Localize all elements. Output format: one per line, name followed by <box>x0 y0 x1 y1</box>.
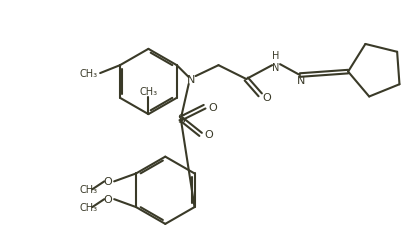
Text: CH₃: CH₃ <box>79 69 97 79</box>
Text: CH₃: CH₃ <box>79 202 97 212</box>
Text: CH₃: CH₃ <box>139 87 157 97</box>
Text: N: N <box>296 76 304 86</box>
Text: O: O <box>208 102 216 112</box>
Text: H
N: H N <box>272 51 279 73</box>
Text: O: O <box>104 177 112 186</box>
Text: S: S <box>176 112 184 126</box>
Text: O: O <box>204 130 212 140</box>
Text: O: O <box>262 92 271 102</box>
Text: CH₃: CH₃ <box>79 184 97 194</box>
Text: N: N <box>186 75 195 85</box>
Text: O: O <box>104 194 112 204</box>
